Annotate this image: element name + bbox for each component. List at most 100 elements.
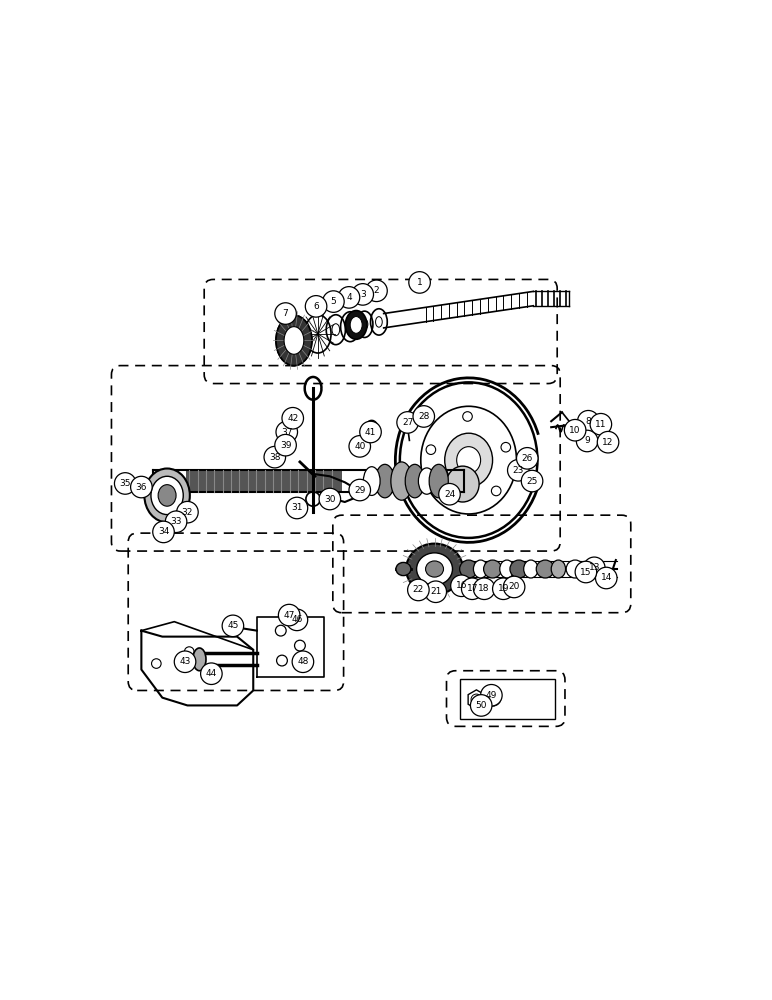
Ellipse shape [193,648,206,671]
Text: 35: 35 [120,479,131,488]
Circle shape [323,291,344,312]
Ellipse shape [391,462,412,500]
Text: 16: 16 [455,581,467,590]
Ellipse shape [446,466,479,502]
Circle shape [462,412,472,421]
Circle shape [349,436,371,457]
Circle shape [165,511,187,533]
Ellipse shape [364,467,380,495]
Ellipse shape [445,433,493,487]
Circle shape [360,421,381,443]
Circle shape [114,473,136,494]
Circle shape [462,578,483,600]
Text: 49: 49 [486,691,497,700]
Circle shape [584,557,605,579]
Text: 39: 39 [279,441,291,450]
Circle shape [438,483,460,505]
Ellipse shape [499,560,514,578]
Circle shape [575,561,597,583]
Circle shape [276,421,297,443]
Circle shape [564,419,586,441]
Circle shape [282,407,303,429]
Text: 20: 20 [509,582,520,591]
Circle shape [503,576,525,598]
Circle shape [590,413,611,435]
Text: 30: 30 [324,495,336,504]
Circle shape [366,280,388,302]
Text: 21: 21 [430,587,442,596]
Text: 33: 33 [171,517,182,526]
Ellipse shape [418,468,435,494]
Circle shape [473,578,495,600]
Circle shape [507,460,529,481]
Text: 42: 42 [287,414,298,423]
Ellipse shape [375,464,394,498]
Circle shape [409,272,430,293]
Text: 10: 10 [570,426,581,435]
Circle shape [595,567,617,589]
Circle shape [445,493,455,503]
Text: 25: 25 [527,477,538,486]
Text: 27: 27 [402,418,413,427]
Text: 11: 11 [595,420,607,429]
Circle shape [205,668,215,677]
Text: 2: 2 [374,286,379,295]
Ellipse shape [396,562,411,576]
Ellipse shape [406,544,463,594]
Ellipse shape [551,560,566,578]
Text: 13: 13 [588,563,600,572]
Text: 15: 15 [581,568,591,577]
Text: 28: 28 [418,412,429,421]
Ellipse shape [350,317,362,333]
Circle shape [408,579,429,601]
Circle shape [492,486,501,496]
Ellipse shape [284,327,304,354]
Circle shape [470,695,492,716]
Circle shape [264,446,286,468]
Ellipse shape [523,560,538,578]
Circle shape [338,287,360,308]
Bar [186,470,342,492]
Circle shape [153,521,174,543]
Text: 5: 5 [330,297,337,306]
Ellipse shape [151,476,183,515]
Ellipse shape [144,469,190,522]
Ellipse shape [510,560,528,578]
Circle shape [349,479,371,501]
Circle shape [471,694,482,705]
Circle shape [130,476,152,498]
Circle shape [222,615,244,637]
Circle shape [286,609,308,631]
Text: 4: 4 [346,293,352,302]
Circle shape [275,303,296,324]
Circle shape [352,284,374,305]
Text: 26: 26 [522,454,533,463]
Text: 17: 17 [466,584,478,593]
Circle shape [501,442,510,452]
Circle shape [426,445,435,454]
Circle shape [493,578,514,600]
Ellipse shape [425,561,444,577]
Text: 45: 45 [227,621,239,630]
Text: 36: 36 [136,483,147,492]
Ellipse shape [276,315,312,366]
Text: 38: 38 [269,453,280,462]
Circle shape [292,651,313,673]
Text: 6: 6 [313,302,319,311]
Circle shape [397,412,418,433]
Ellipse shape [566,560,584,578]
Circle shape [481,684,502,706]
Circle shape [451,575,472,597]
Text: 41: 41 [365,428,376,437]
Circle shape [201,663,222,684]
Ellipse shape [405,464,425,498]
Text: 1: 1 [417,278,422,287]
Circle shape [516,448,538,469]
Text: 40: 40 [354,442,365,451]
Circle shape [279,604,300,626]
Text: 18: 18 [479,584,490,593]
Text: 8: 8 [585,417,591,426]
Ellipse shape [417,553,452,585]
Text: 22: 22 [413,585,424,594]
Circle shape [305,296,327,317]
